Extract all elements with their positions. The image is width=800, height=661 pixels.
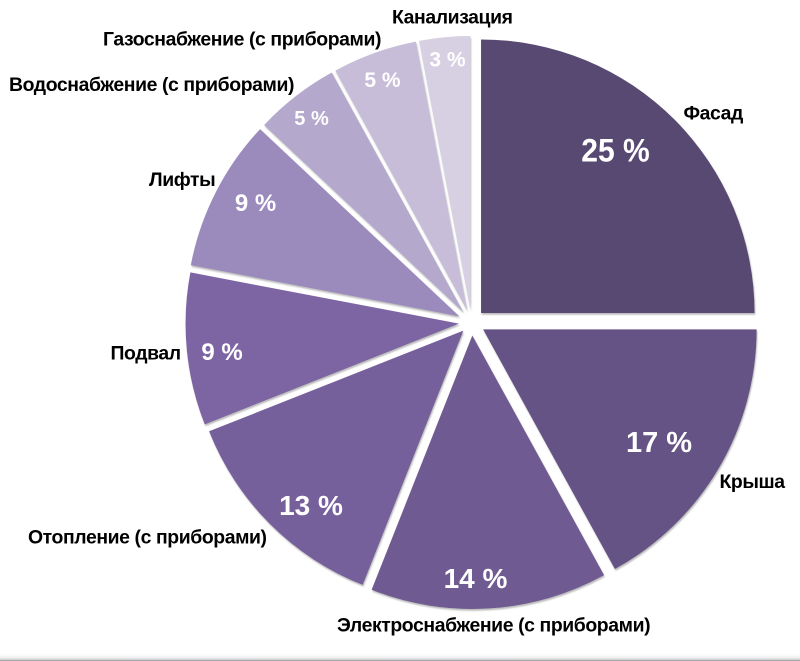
- svg-text:14 %: 14 %: [444, 563, 508, 594]
- svg-text:13 %: 13 %: [279, 490, 343, 521]
- svg-text:5 %: 5 %: [364, 69, 401, 92]
- svg-text:Фасад: Фасад: [684, 103, 744, 125]
- svg-text:9 %: 9 %: [201, 339, 242, 366]
- svg-text:9 %: 9 %: [235, 190, 276, 217]
- svg-text:25 %: 25 %: [581, 132, 650, 169]
- svg-text:Крыша: Крыша: [720, 471, 786, 493]
- svg-text:Отопление (с приборами): Отопление (с приборами): [28, 527, 267, 549]
- svg-text:3 %: 3 %: [429, 49, 466, 72]
- svg-text:Газоснабжение (с приборами): Газоснабжение (с приборами): [103, 29, 381, 51]
- svg-text:17 %: 17 %: [626, 427, 692, 459]
- svg-text:Подвал: Подвал: [111, 343, 181, 365]
- svg-text:Канализация: Канализация: [392, 7, 513, 29]
- svg-text:Водоснабжение (с приборами): Водоснабжение (с приборами): [9, 74, 294, 96]
- svg-text:5 %: 5 %: [294, 108, 329, 130]
- svg-text:Лифты: Лифты: [149, 169, 215, 191]
- svg-text:Электроснабжение (с приборами): Электроснабжение (с приборами): [337, 615, 650, 637]
